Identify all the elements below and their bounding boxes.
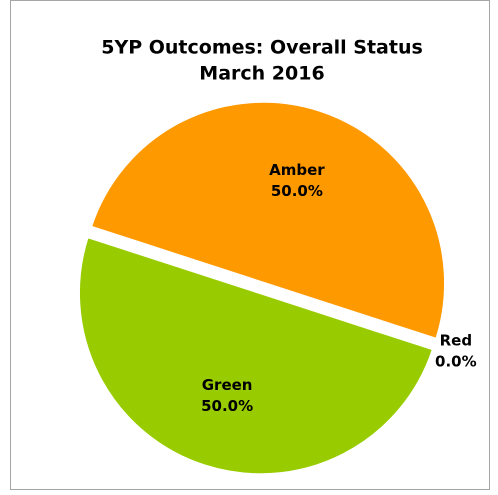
slice-label: Green xyxy=(202,376,253,394)
chart-title: 5YP Outcomes: Overall Status xyxy=(101,37,423,59)
slice-label: Red xyxy=(440,331,472,349)
chart-subtitle: March 2016 xyxy=(199,63,324,85)
pie-slice xyxy=(77,234,436,477)
slice-value-label: 0.0% xyxy=(435,352,477,370)
pie-slice xyxy=(88,100,447,342)
slice-value-label: 50.0% xyxy=(201,397,253,415)
slice-value-label: 50.0% xyxy=(271,182,323,200)
slice-label: Amber xyxy=(269,161,325,179)
